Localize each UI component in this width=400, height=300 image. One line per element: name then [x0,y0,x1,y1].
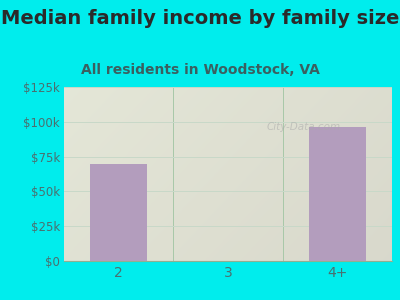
Text: All residents in Woodstock, VA: All residents in Woodstock, VA [80,63,320,77]
Bar [90,164,147,261]
Text: City-Data.com: City-Data.com [266,122,340,133]
Text: Median family income by family size: Median family income by family size [1,9,399,28]
Bar [309,128,366,261]
